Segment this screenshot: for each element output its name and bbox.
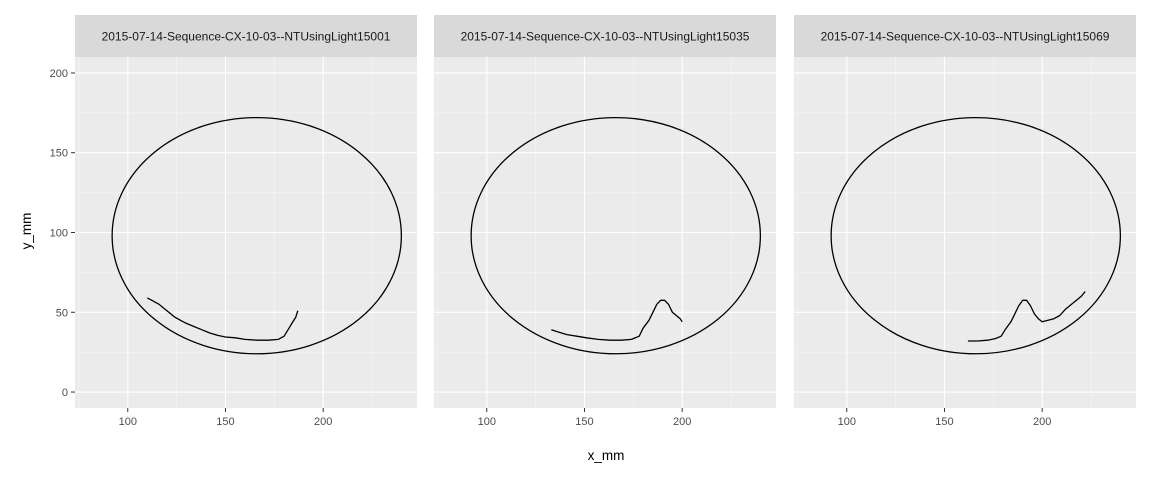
trajectory-line	[551, 299, 683, 341]
x-axis-title: x_mm	[588, 448, 625, 463]
facet-strip-label: 2015-07-14-Sequence-CX-10-03--NTUsingLig…	[461, 30, 750, 44]
x-tick-label: 200	[314, 416, 332, 428]
y-tick-label: 0	[62, 387, 68, 399]
x-tick-label: 200	[673, 416, 691, 428]
facet-strip	[434, 15, 776, 57]
arena-boundary	[470, 116, 762, 355]
trajectory-line	[146, 297, 299, 341]
facet-strip-label: 2015-07-14-Sequence-CX-10-03--NTUsingLig…	[821, 30, 1110, 44]
x-tick-label: 150	[575, 416, 593, 428]
x-tick-label: 150	[935, 416, 953, 428]
facet-panel-3: 2015-07-14-Sequence-CX-10-03--NTUsingLig…	[794, 15, 1136, 408]
arena-boundary	[111, 116, 403, 355]
x-tick-label: 100	[119, 416, 137, 428]
facet-strip	[794, 15, 1136, 57]
facet-panel-1: 2015-07-14-Sequence-CX-10-03--NTUsingLig…	[75, 15, 417, 408]
y-tick-label: 150	[50, 148, 68, 160]
x-tick-label: 100	[838, 416, 856, 428]
x-tick-label: 100	[478, 416, 496, 428]
y-tick-label: 50	[56, 307, 68, 319]
x-tick-label: 150	[216, 416, 234, 428]
facet-panel-2: 2015-07-14-Sequence-CX-10-03--NTUsingLig…	[434, 15, 776, 408]
y-tick-label: 100	[50, 228, 68, 240]
y-tick-label: 200	[50, 68, 68, 80]
axes-layer: 100 150 200 100 150 200 100 150 200 0 50 100 150 200	[50, 68, 1052, 428]
arena-boundary	[830, 116, 1122, 355]
x-tick-label: 200	[1033, 416, 1051, 428]
panels-layer: 2015-07-14-Sequence-CX-10-03--NTUsingLig…	[75, 15, 1136, 408]
trajectory-line	[967, 291, 1086, 342]
facet-strip	[75, 15, 417, 57]
facet-strip-label: 2015-07-14-Sequence-CX-10-03--NTUsingLig…	[102, 30, 391, 44]
y-axis-title: y_mm	[19, 213, 34, 250]
